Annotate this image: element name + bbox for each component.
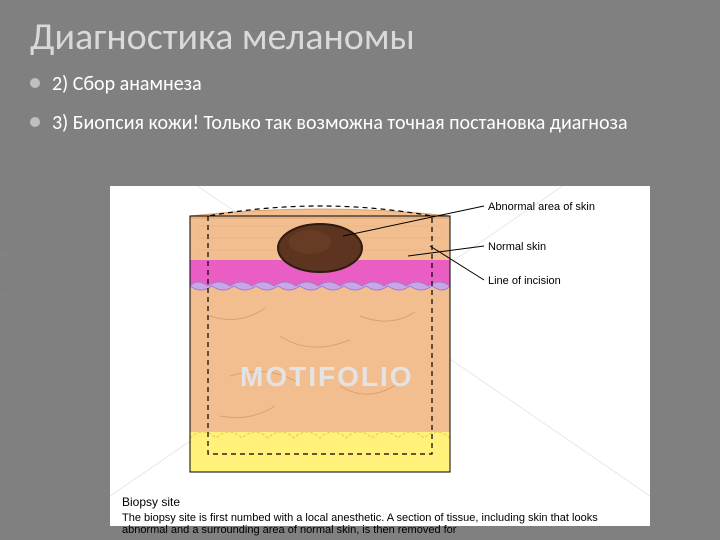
bullet-list: 2) Сбор анамнеза 3) Биопсия кожи! Только… xyxy=(30,72,690,150)
biopsy-diagram: MOTIFOLIO Abnormal area of skin Normal ski… xyxy=(110,186,650,526)
diagram-caption: Biopsy site The biopsy site is first num… xyxy=(122,496,632,537)
svg-text:Abnormal area of skin: Abnormal area of skin xyxy=(488,201,595,213)
list-item: 3) Биопсия кожи! Только так возможна точ… xyxy=(30,111,690,136)
bullet-icon xyxy=(30,78,40,88)
caption-body: The biopsy site is first numbed with a l… xyxy=(122,512,632,537)
bullet-text: 3) Биопсия кожи! Только так возможна точ… xyxy=(52,111,628,135)
bullet-text: 2) Сбор анамнеза xyxy=(52,72,202,96)
page-title: Диагностика меланомы xyxy=(30,14,415,60)
list-item: 2) Сбор анамнеза xyxy=(30,72,690,97)
svg-text:Line of incision: Line of incision xyxy=(488,275,561,287)
caption-title: Biopsy site xyxy=(122,496,632,510)
svg-text:MOTIFOLIO: MOTIFOLIO xyxy=(240,361,414,392)
svg-text:Normal skin: Normal skin xyxy=(488,241,546,253)
bullet-icon xyxy=(30,117,40,127)
